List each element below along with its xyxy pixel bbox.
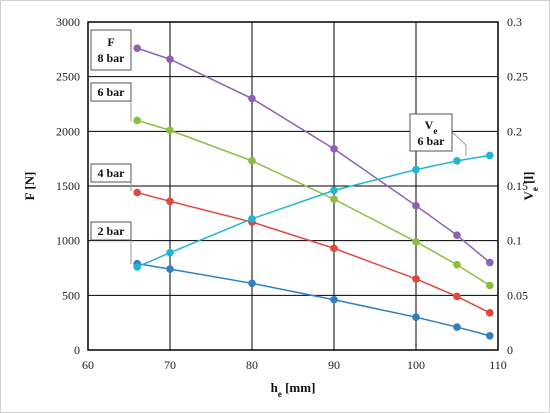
x-tick-label: 80: [246, 358, 258, 372]
y2-tick-label: 0.15: [507, 179, 528, 193]
data-point: [166, 197, 174, 206]
y2-tick-label: 0.2: [507, 124, 522, 138]
data-point: [412, 237, 420, 246]
series-label-line: 2 bar: [98, 224, 126, 238]
data-point: [330, 244, 338, 253]
y2-tick-label: 0.3: [507, 15, 522, 29]
y-tick-label: 1000: [56, 234, 80, 248]
data-point: [166, 265, 174, 273]
series-label-text: Ve: [425, 118, 438, 136]
series-label-line: V: [425, 118, 434, 132]
series-label-subscript: e: [433, 126, 437, 136]
data-point: [166, 248, 174, 257]
series-label-text: 4 bar: [98, 166, 126, 180]
data-point: [133, 188, 141, 197]
data-point: [133, 44, 141, 53]
data-point: [330, 295, 338, 304]
y-tick-label: 500: [62, 288, 80, 302]
y2-axis-label-unit: [l]: [521, 172, 536, 188]
series-label-box: [409, 113, 453, 152]
data-point: [486, 309, 494, 317]
series-label-text: F: [107, 35, 114, 49]
series-label-line: 8 bar: [98, 51, 126, 65]
x-axis-label-main: h: [271, 380, 279, 395]
y2-axis-label-main: V: [521, 190, 536, 200]
data-point: [412, 165, 420, 174]
series-line: [136, 154, 490, 268]
data-point: [166, 126, 174, 135]
y2-tick-label: 0.1: [507, 234, 522, 248]
y2-axis-label: Ve [l]: [521, 172, 540, 201]
grid-layer: [87, 21, 499, 351]
data-point: [166, 55, 174, 63]
data-point: [133, 116, 141, 125]
y-tick-label: 2000: [56, 124, 80, 138]
data-point: [330, 195, 338, 203]
x-tick-label: 70: [164, 358, 176, 372]
data-point: [133, 263, 141, 271]
data-point: [330, 145, 338, 153]
data-point: [412, 313, 420, 322]
series-label-text: 6 bar: [418, 134, 446, 148]
x-tick-label: 60: [82, 358, 94, 372]
series-label-line: 6 bar: [98, 85, 126, 99]
data-point: [453, 292, 461, 301]
data-point: [248, 215, 256, 223]
data-point: [453, 323, 461, 331]
series-label-text: 6 bar: [98, 85, 126, 99]
series-label-line: 4 bar: [98, 166, 126, 180]
data-point: [248, 157, 256, 165]
data-point: [248, 279, 256, 288]
series-label-box: [90, 163, 132, 183]
data-point: [248, 94, 256, 103]
data-point: [486, 258, 494, 267]
series-layer: [133, 44, 494, 340]
series-line: [136, 47, 491, 264]
y2-axis-label-sub: e: [530, 187, 540, 191]
y-tick-label: 2500: [56, 70, 80, 84]
label-leader-line: [451, 131, 467, 156]
x-tick-label: 110: [489, 358, 507, 372]
tick-labels: 0 0 500 0.05 1000 0.1 1500 0.15 2000 0.2 2500 0.25 3…: [56, 15, 528, 372]
x-axis-label-unit: [mm]: [282, 380, 316, 395]
series-label-line: F: [107, 35, 114, 49]
data-point: [453, 231, 461, 239]
y-tick-label: 0: [74, 343, 80, 357]
series-label-text: 8 bar: [98, 51, 126, 65]
x-axis-label: he [mm]: [271, 380, 316, 399]
data-point: [486, 331, 494, 340]
y2-tick-label: 0.25: [507, 70, 528, 84]
data-point: [453, 157, 461, 165]
series-label-line: 6 bar: [418, 134, 446, 148]
x-tick-label: 90: [328, 358, 340, 372]
y-axis-label: F [N]: [22, 172, 37, 201]
series-label-box: [90, 29, 132, 71]
series-label-box: [90, 82, 132, 102]
y2-tick-label: 0.05: [507, 288, 528, 302]
series-label-box: [90, 221, 132, 241]
data-point: [453, 260, 461, 269]
plot-border: [87, 21, 499, 351]
series-line: [137, 262, 490, 337]
x-tick-label: 100: [407, 358, 425, 372]
y-tick-label: 3000: [56, 15, 80, 29]
data-point: [330, 186, 338, 195]
data-point: [486, 281, 494, 290]
data-point: [412, 201, 420, 210]
data-point: [412, 275, 420, 283]
data-point: [486, 151, 494, 160]
y2-tick-label: 0: [507, 343, 513, 357]
x-axis-label-sub: e: [278, 389, 282, 399]
series-label-text: 2 bar: [98, 224, 126, 238]
y-tick-label: 1500: [56, 179, 80, 193]
